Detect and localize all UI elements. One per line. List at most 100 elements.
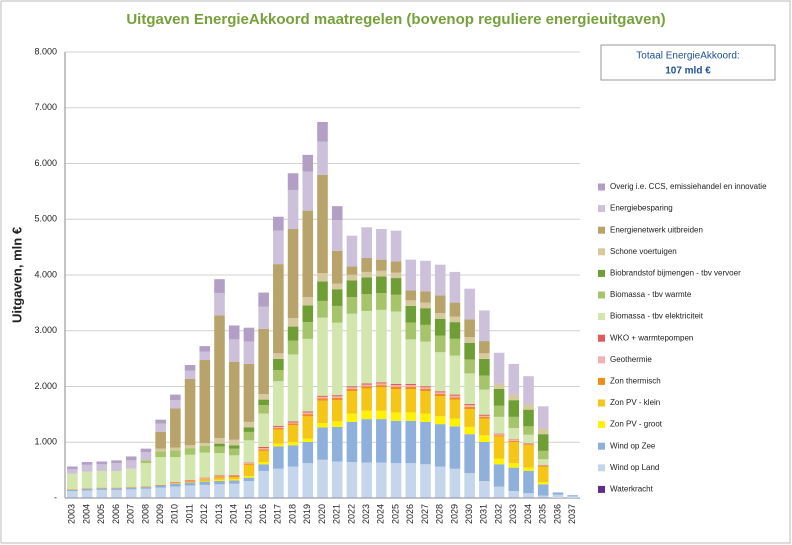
bar-segment [243, 431, 255, 441]
bar-segment [258, 328, 269, 395]
bar-segment [170, 483, 181, 484]
bar-segment [228, 455, 240, 475]
bar-segment [140, 487, 152, 489]
bar-segment [331, 395, 343, 397]
bar-segment [287, 173, 299, 190]
bar-segment [302, 441, 314, 464]
bar-segment [331, 289, 343, 306]
legend-label: Wind op Zee [610, 441, 656, 450]
legend-swatch [598, 226, 605, 234]
bar-segment [523, 467, 534, 471]
bar-segment [96, 464, 108, 471]
bar-segment [405, 420, 417, 464]
bar-segment [493, 416, 505, 434]
y-tick-label: 4.000 [34, 269, 57, 279]
bar-segment [376, 293, 387, 310]
bar-segment [449, 397, 461, 400]
bar-segment [479, 480, 490, 498]
bar-segment [96, 461, 108, 465]
bar-segment [96, 488, 108, 490]
x-tick-label: 2022 [346, 504, 356, 524]
bar-segment [81, 464, 93, 472]
bar-segment [273, 446, 284, 469]
bar-segment [449, 271, 461, 303]
bar-segment [537, 434, 549, 451]
bar-segment [361, 384, 372, 387]
bar-segment [361, 410, 372, 420]
x-tick-label: 2033 [508, 504, 518, 524]
bar-segment [464, 409, 475, 427]
bar-segment [331, 421, 343, 427]
bar-segment [170, 483, 181, 487]
bar-segment [199, 351, 211, 361]
chart-title: Uitgaven EnergieAkkoord maatregelen (bov… [126, 11, 665, 28]
bar-segment [464, 434, 475, 474]
bar-segment [376, 259, 387, 271]
bar-segment [258, 413, 269, 447]
bar-segment [214, 475, 225, 477]
legend-swatch [598, 205, 605, 213]
bar-segment [258, 399, 269, 406]
bar-segment [331, 206, 343, 221]
bar-segment [273, 216, 284, 231]
x-tick-label: 2037 [567, 504, 577, 524]
bar-segment [405, 300, 417, 306]
bar-segment [214, 484, 225, 498]
bar-segment [346, 413, 358, 422]
bar-segment [537, 495, 549, 498]
bar-segment [405, 290, 417, 301]
bar-segment [420, 260, 431, 292]
bar-segment [111, 487, 122, 489]
bar-segment [214, 479, 225, 481]
bar-segment [67, 469, 78, 474]
bar-segment [376, 462, 387, 498]
bar-segment [420, 386, 431, 388]
bar-segment [508, 463, 520, 468]
legend-label: WKO + warmtepompen [610, 333, 693, 342]
bar-segment [537, 484, 549, 496]
bar-segment [331, 322, 343, 396]
bar-segment [361, 271, 372, 278]
bar-segment [434, 352, 446, 392]
bar-segment [479, 418, 490, 436]
bar-segment [464, 359, 475, 374]
bar-segment [214, 453, 225, 476]
x-tick-label: 2026 [405, 504, 415, 524]
bar-segment [67, 489, 78, 490]
bar-segment [125, 487, 137, 488]
bar-segment [390, 311, 402, 384]
bar-segment [331, 397, 343, 401]
bar-segment [523, 434, 534, 444]
bar-segment [184, 454, 196, 480]
bar-segment [199, 360, 211, 444]
bar-segment [184, 370, 196, 379]
bar-segment [434, 313, 446, 319]
bar-segment [434, 396, 446, 417]
x-tick-label: 2015 [243, 504, 253, 524]
bar-segment [317, 423, 328, 428]
bar-segment [331, 305, 343, 323]
x-tick-label: 2007 [126, 504, 136, 524]
bar-segment [317, 398, 328, 401]
bar-segment [184, 481, 196, 483]
bar-segment [376, 382, 387, 384]
bar-segment [361, 294, 372, 311]
legend-swatch [598, 291, 605, 299]
bar-segment [258, 462, 269, 465]
bar-segment [273, 443, 284, 447]
bar-segment [420, 464, 431, 498]
bar-segment [81, 462, 93, 465]
bar-segment [228, 361, 240, 440]
y-tick-label: 8.000 [34, 46, 57, 56]
bar-segment [464, 405, 475, 407]
bar-segment [434, 391, 446, 393]
x-tick-label: 2036 [552, 504, 562, 524]
bar-segment [140, 460, 152, 464]
bar-segment [390, 230, 402, 262]
bar-segment [155, 448, 166, 452]
x-tick-label: 2021 [332, 504, 342, 524]
legend-swatch [598, 269, 605, 277]
y-tick-label: 7.000 [34, 102, 57, 112]
bar-segment [434, 466, 446, 498]
